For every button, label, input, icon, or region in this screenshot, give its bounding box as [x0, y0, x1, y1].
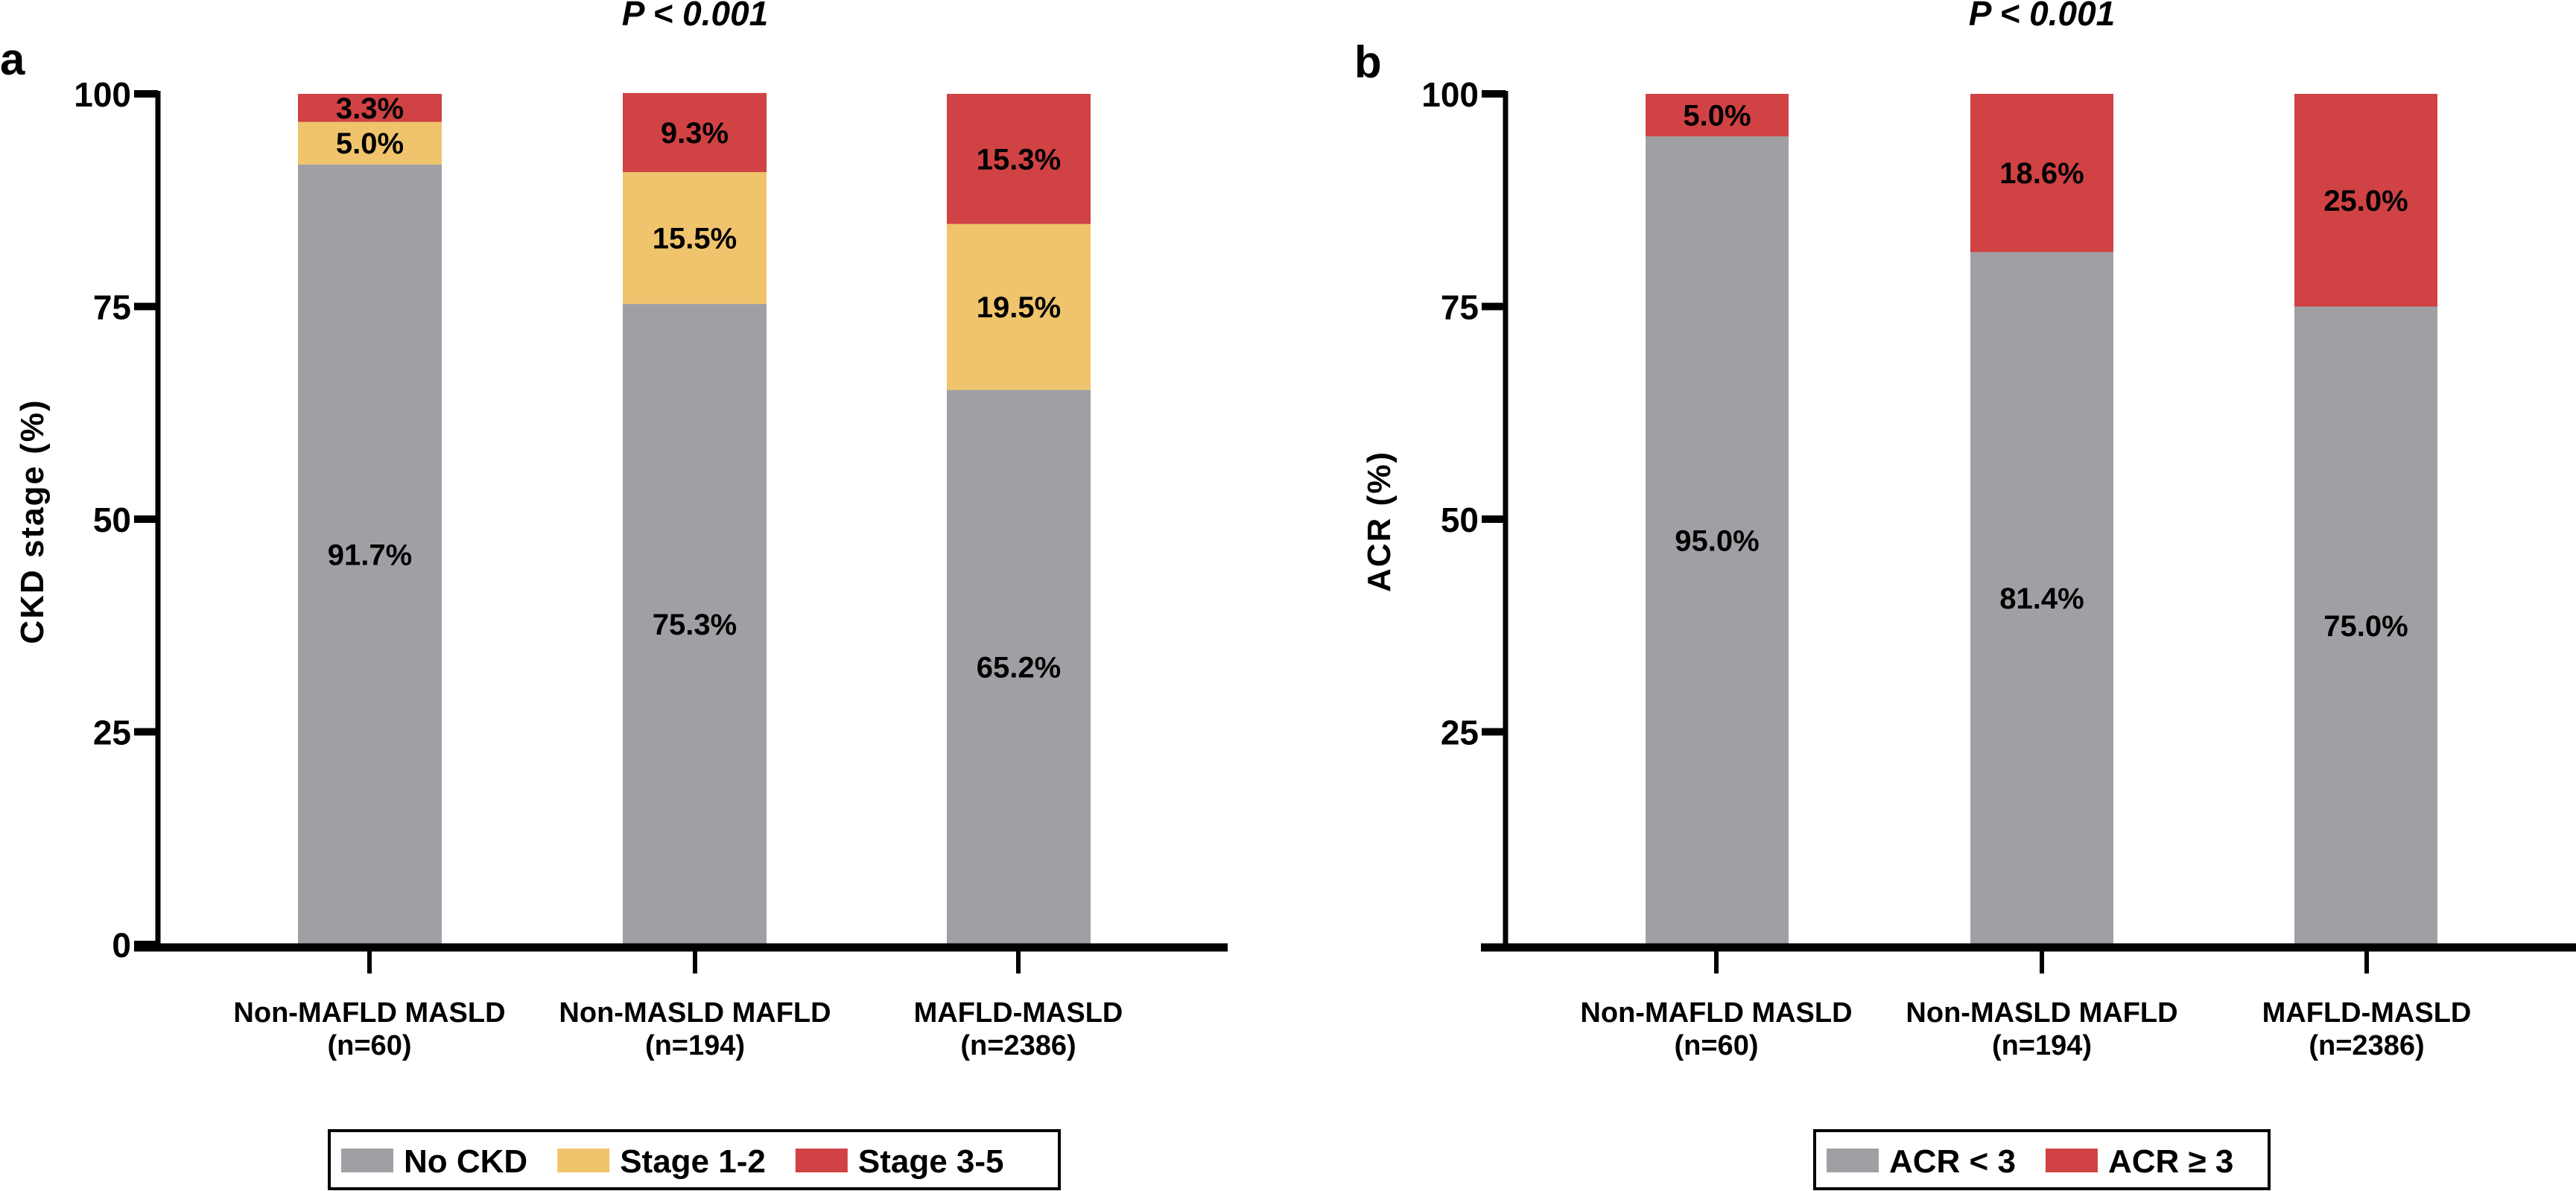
x-tick-label-n: (n=194) [645, 1030, 745, 1061]
panel-label: b [1354, 37, 1382, 87]
bar-segment [623, 304, 767, 945]
data-label: 75.0% [2323, 610, 2408, 643]
y-tick-label: 100 [74, 75, 131, 114]
data-label: 15.5% [653, 223, 737, 255]
y-tick-label: 75 [93, 288, 131, 327]
x-tick-label: Non-MASLD MAFLD [559, 997, 831, 1029]
bar-segment [623, 172, 767, 305]
legend-swatch [795, 1149, 848, 1172]
data-label: 95.0% [1675, 525, 1759, 558]
bar-segment [298, 164, 442, 944]
legend: ACR < 3 ACR ≥ 3 [1813, 1129, 2271, 1190]
x-tick-label: Non-MASLD MAFLD [1906, 997, 2177, 1029]
data-label: 19.5% [977, 291, 1061, 324]
x-tick-label-n: (n=60) [328, 1030, 412, 1061]
legend-swatch [1827, 1149, 1879, 1172]
y-axis-title: CKD stage (%) [14, 398, 51, 644]
legend-box [1813, 1129, 2271, 1190]
legend-swatch [341, 1149, 393, 1172]
x-tick-label-n: (n=2386) [960, 1030, 1076, 1061]
bar-segment [947, 94, 1091, 224]
bar-segment [1970, 94, 2113, 253]
y-tick-label: 100 [1421, 75, 1479, 114]
panel-b-acr-chart: P < 0.001 b ACR (%) 95.0% 5.0% Non-MAFLD MASL… [1354, 0, 2576, 1190]
x-tick-label: MAFLD-MASLD [2262, 997, 2472, 1029]
bar-segment [623, 92, 767, 173]
p-value-text: P < 0.001 [622, 0, 769, 33]
bar-segment [947, 390, 1091, 944]
bar-segment [298, 94, 442, 122]
x-tick-label-n: (n=2386) [2309, 1030, 2424, 1061]
data-label: 5.0% [1683, 100, 1751, 133]
data-label: 9.3% [661, 117, 729, 150]
legend-label: ACR < 3 [1889, 1143, 2016, 1180]
x-tick-label: MAFLD-MASLD [914, 997, 1123, 1029]
x-tick-label: Non-MAFLD MASLD [233, 997, 505, 1029]
x-tick-label-n: (n=194) [1992, 1030, 2092, 1061]
y-tick-label: 75 [1441, 288, 1479, 327]
bar-segment [298, 121, 442, 165]
data-label: 15.3% [977, 143, 1061, 176]
x-tick-label-n: (n=60) [1675, 1030, 1759, 1061]
legend-box [328, 1129, 1061, 1190]
legend-label: ACR ≥ 3 [2108, 1143, 2233, 1180]
bar-segment [947, 223, 1091, 390]
y-tick-label: 0 [112, 926, 131, 965]
bar-segment [1646, 136, 1789, 945]
x-tick-label: Non-MAFLD MASLD [1580, 997, 1852, 1029]
legend-label: No CKD [404, 1143, 527, 1180]
chart-title-p-value: P < 0.001 [1969, 0, 2116, 33]
y-tick-label: 50 [1441, 501, 1479, 539]
data-label: 75.3% [653, 609, 737, 641]
data-label: 18.6% [1999, 157, 2084, 190]
data-label: 5.0% [336, 127, 404, 160]
legend-swatch [557, 1149, 610, 1172]
y-tick-label: 25 [93, 714, 131, 752]
data-label: 25.0% [2323, 185, 2408, 217]
data-label: 91.7% [328, 539, 412, 571]
legend: No CKD Stage 1-2 Stage 3-5 [328, 1129, 1061, 1190]
bar-segment [2294, 306, 2437, 944]
bar-segment [1646, 94, 1789, 137]
data-label: 81.4% [1999, 582, 2084, 615]
legend-label: Stage 1-2 [620, 1143, 766, 1180]
y-tick-label: 50 [93, 501, 131, 539]
bar-segment [1970, 252, 2113, 944]
p-value-text: P < 0.001 [1969, 0, 2116, 33]
data-label: 65.2% [977, 652, 1061, 685]
chart-title-p-value: P < 0.001 [622, 0, 769, 33]
legend-label: Stage 3-5 [858, 1143, 1004, 1180]
legend-swatch [2045, 1149, 2098, 1172]
y-axis-title: ACR (%) [1361, 451, 1398, 592]
panel-label: a [0, 34, 25, 84]
panel-a-ckd-stage-chart: P < 0.001 a CKD stage (%) 91.7% 5.0%3.3% Non-… [0, 0, 1228, 1190]
bar-segment [2294, 94, 2437, 307]
data-label: 3.3% [336, 92, 404, 125]
y-tick-label: 25 [1441, 714, 1479, 752]
